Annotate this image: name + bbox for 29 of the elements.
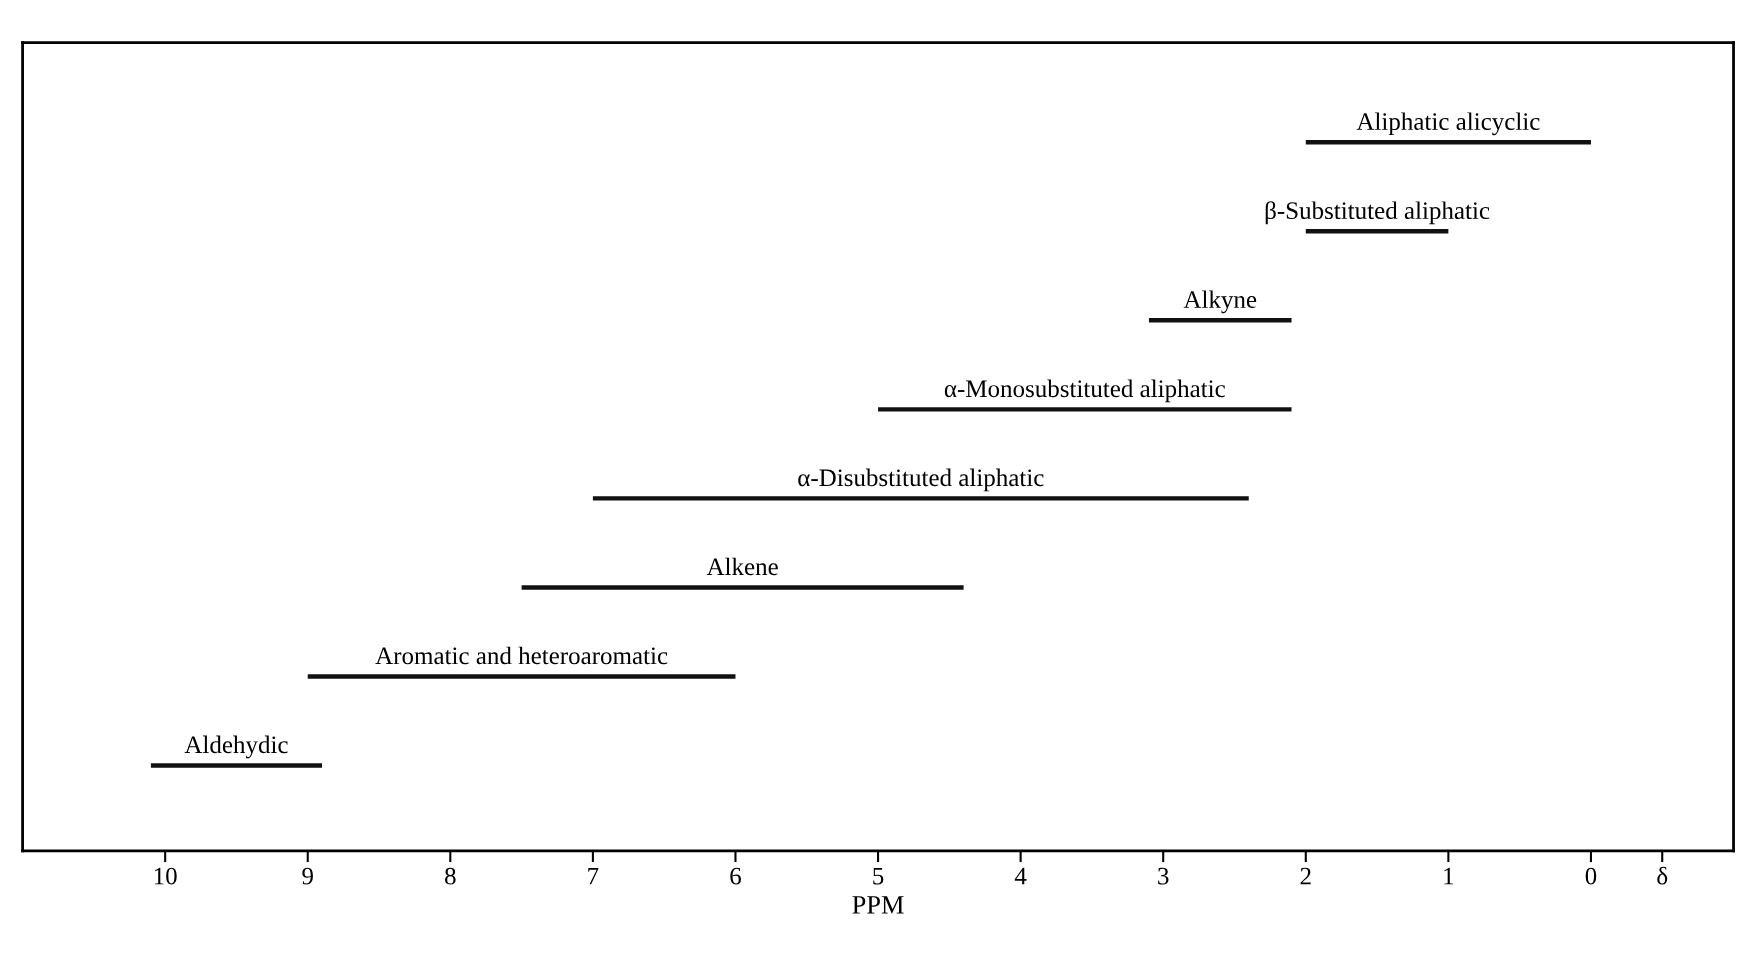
x-tick-label: δ — [1657, 866, 1668, 885]
x-tick-label: 1 — [1444, 867, 1454, 885]
y-tick-label: Aliphatic alicyclic — [1356, 112, 1540, 136]
bar — [878, 407, 1292, 412]
bar — [1305, 140, 1591, 145]
bar — [1148, 318, 1292, 323]
y-tick-label: Aromatic and heteroaromatic — [375, 646, 668, 665]
bar — [307, 674, 736, 679]
bar — [592, 496, 1249, 501]
x-tick-label: 5 — [873, 867, 884, 885]
x-tick-label: 8 — [445, 867, 456, 885]
x-tick-label: 4 — [1014, 867, 1027, 885]
x-tick-label: 3 — [1158, 867, 1169, 885]
x-tick-label: 0 — [1585, 867, 1597, 885]
y-tick-label: α-Monosubstituted aliphatic — [944, 379, 1225, 403]
y-tick-label: α-Disubstituted aliphatic — [798, 468, 1044, 492]
bar — [1305, 229, 1449, 234]
y-tick-label: Aldehydic — [184, 735, 288, 759]
x-tick-label: 7 — [588, 867, 599, 885]
y-tick-label: β-Substituted aliphatic — [1265, 201, 1490, 225]
y-tick-label: Alkyne — [1183, 290, 1257, 314]
x-axis-title: PPM — [852, 896, 904, 914]
x-tick-label: 2 — [1300, 867, 1311, 885]
bar — [150, 763, 322, 768]
x-tick-label: 6 — [730, 867, 741, 885]
x-tick-label: 10 — [154, 867, 177, 885]
y-tick-label: Alkene — [706, 557, 778, 576]
x-tick-label: 9 — [302, 867, 313, 885]
bar — [521, 585, 964, 590]
